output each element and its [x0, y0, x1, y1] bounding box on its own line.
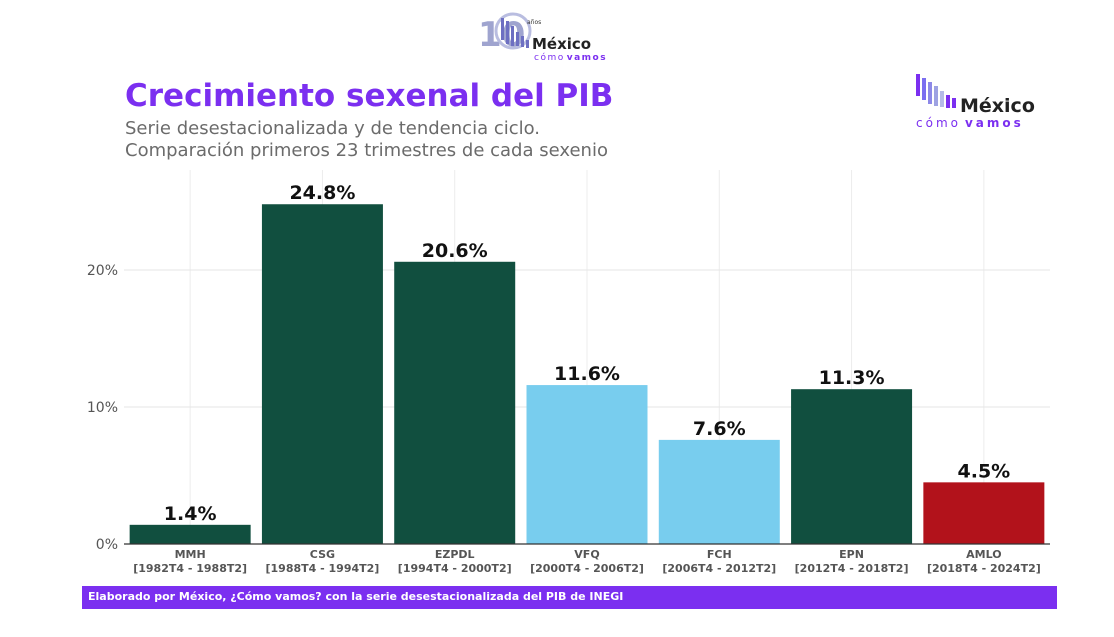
y-tick-label: 0%	[96, 537, 118, 553]
logo-right-brand-main: México	[960, 95, 1035, 117]
chart-subtitle-line-1: Serie desestacionalizada y de tendencia …	[125, 118, 541, 139]
x-tick-label: CSG	[310, 548, 335, 561]
bar	[658, 439, 780, 544]
bar-value-label: 11.3%	[819, 367, 885, 389]
footer-source-text: Elaborado por México, ¿Cómo vamos? con l…	[88, 590, 624, 603]
bar-value-label: 24.8%	[289, 182, 355, 204]
bar	[923, 482, 1045, 544]
bar	[129, 524, 251, 544]
logo-brand-main: México	[532, 35, 591, 53]
bar-chart: 0% 10% 20% 1.4% MMH[1982T4 - 1988T2] 24.8% CSG…	[87, 170, 1050, 575]
x-tick-period-label: [2000T4 - 2006T2]	[530, 562, 644, 575]
x-tick-period-label: [2018T4 - 2024T2]	[927, 562, 1041, 575]
logo-ring-icon	[494, 12, 532, 50]
x-tick-label: VFQ	[574, 548, 599, 561]
x-tick-label: EPN	[839, 548, 864, 561]
bar-value-label: 4.5%	[958, 460, 1011, 482]
footer-banner: Elaborado por México, ¿Cómo vamos? con l…	[82, 586, 1057, 609]
y-tick-label: 10%	[87, 400, 118, 416]
logo-right-brand-sub: cómo vamos	[916, 116, 1024, 130]
bar	[791, 389, 913, 544]
x-tick-period-label: [1982T4 - 1988T2]	[133, 562, 247, 575]
chart-title: Crecimiento sexenal del PIB	[125, 78, 614, 114]
chart-subtitle-line-2: Comparación primeros 23 trimestres de ca…	[125, 140, 608, 161]
x-tick-label: FCH	[707, 548, 732, 561]
logo-right-bars-icon	[916, 74, 956, 108]
bar	[526, 385, 648, 544]
logo-years-word: años	[527, 19, 541, 26]
y-tick-label: 20%	[87, 263, 118, 279]
x-tick-label: EZPDL	[435, 548, 475, 561]
bar-value-label: 11.6%	[554, 363, 620, 385]
logo-brand-sub: cómo vamos	[534, 52, 606, 62]
logo-bars-icon	[501, 18, 529, 48]
x-tick-label: MMH	[175, 548, 206, 561]
mexico-como-vamos-logo: México cómo vamos	[916, 74, 1035, 130]
bar	[394, 261, 516, 544]
x-tick-label: AMLO	[966, 548, 1001, 561]
x-tick-period-label: [2006T4 - 2012T2]	[662, 562, 776, 575]
bar	[261, 204, 383, 545]
bar-value-label: 1.4%	[164, 503, 217, 525]
mexico-como-vamos-10-anos-logo: 10 años México cómo vamos	[478, 12, 606, 62]
x-tick-period-label: [1988T4 - 1994T2]	[266, 562, 380, 575]
bar-value-label: 7.6%	[693, 418, 746, 440]
x-tick-period-label: [1994T4 - 2000T2]	[398, 562, 512, 575]
x-tick-period-label: [2012T4 - 2018T2]	[795, 562, 909, 575]
bar-value-label: 20.6%	[422, 240, 488, 262]
